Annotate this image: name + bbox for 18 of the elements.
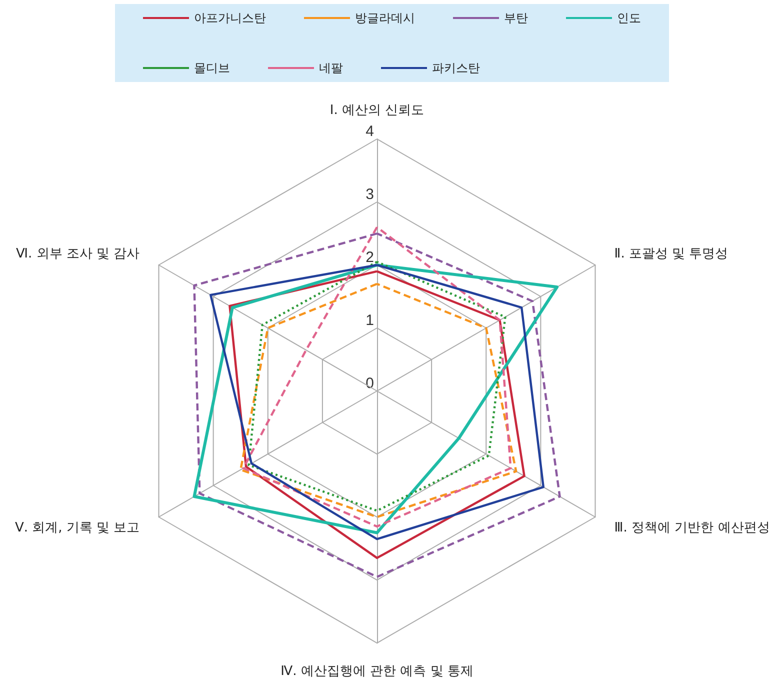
spoke-label: Ⅳ. 예산집행에 관한 예측 및 통제: [280, 664, 474, 679]
legend-label: 몰디브: [194, 61, 230, 75]
legend-label: 파키스탄: [432, 61, 480, 75]
y-tick-label: 4: [366, 123, 374, 140]
legend-label: 아프가니스탄: [194, 11, 266, 25]
y-tick-label: 1: [366, 312, 374, 329]
legend-label: 인도: [617, 11, 641, 25]
spoke-label: Ⅱ. 포괄성 및 투명성: [614, 246, 728, 262]
legend-label: 방글라데시: [355, 11, 415, 25]
spoke-label: Ⅵ. 외부 조사 및 감사: [16, 246, 140, 262]
spoke-label: Ⅲ. 정책에 기반한 예산편성: [614, 520, 770, 536]
legend-label: 부탄: [504, 11, 528, 25]
y-tick-label: 2: [366, 249, 374, 266]
spoke-label: Ⅰ. 예산의 신뢰도: [330, 103, 424, 118]
legend-label: 네팔: [319, 61, 343, 75]
y-tick-label: 3: [366, 186, 374, 203]
y-tick-label: 0: [366, 375, 374, 392]
spoke-label: Ⅴ. 회계, 기록 및 보고: [15, 520, 140, 536]
